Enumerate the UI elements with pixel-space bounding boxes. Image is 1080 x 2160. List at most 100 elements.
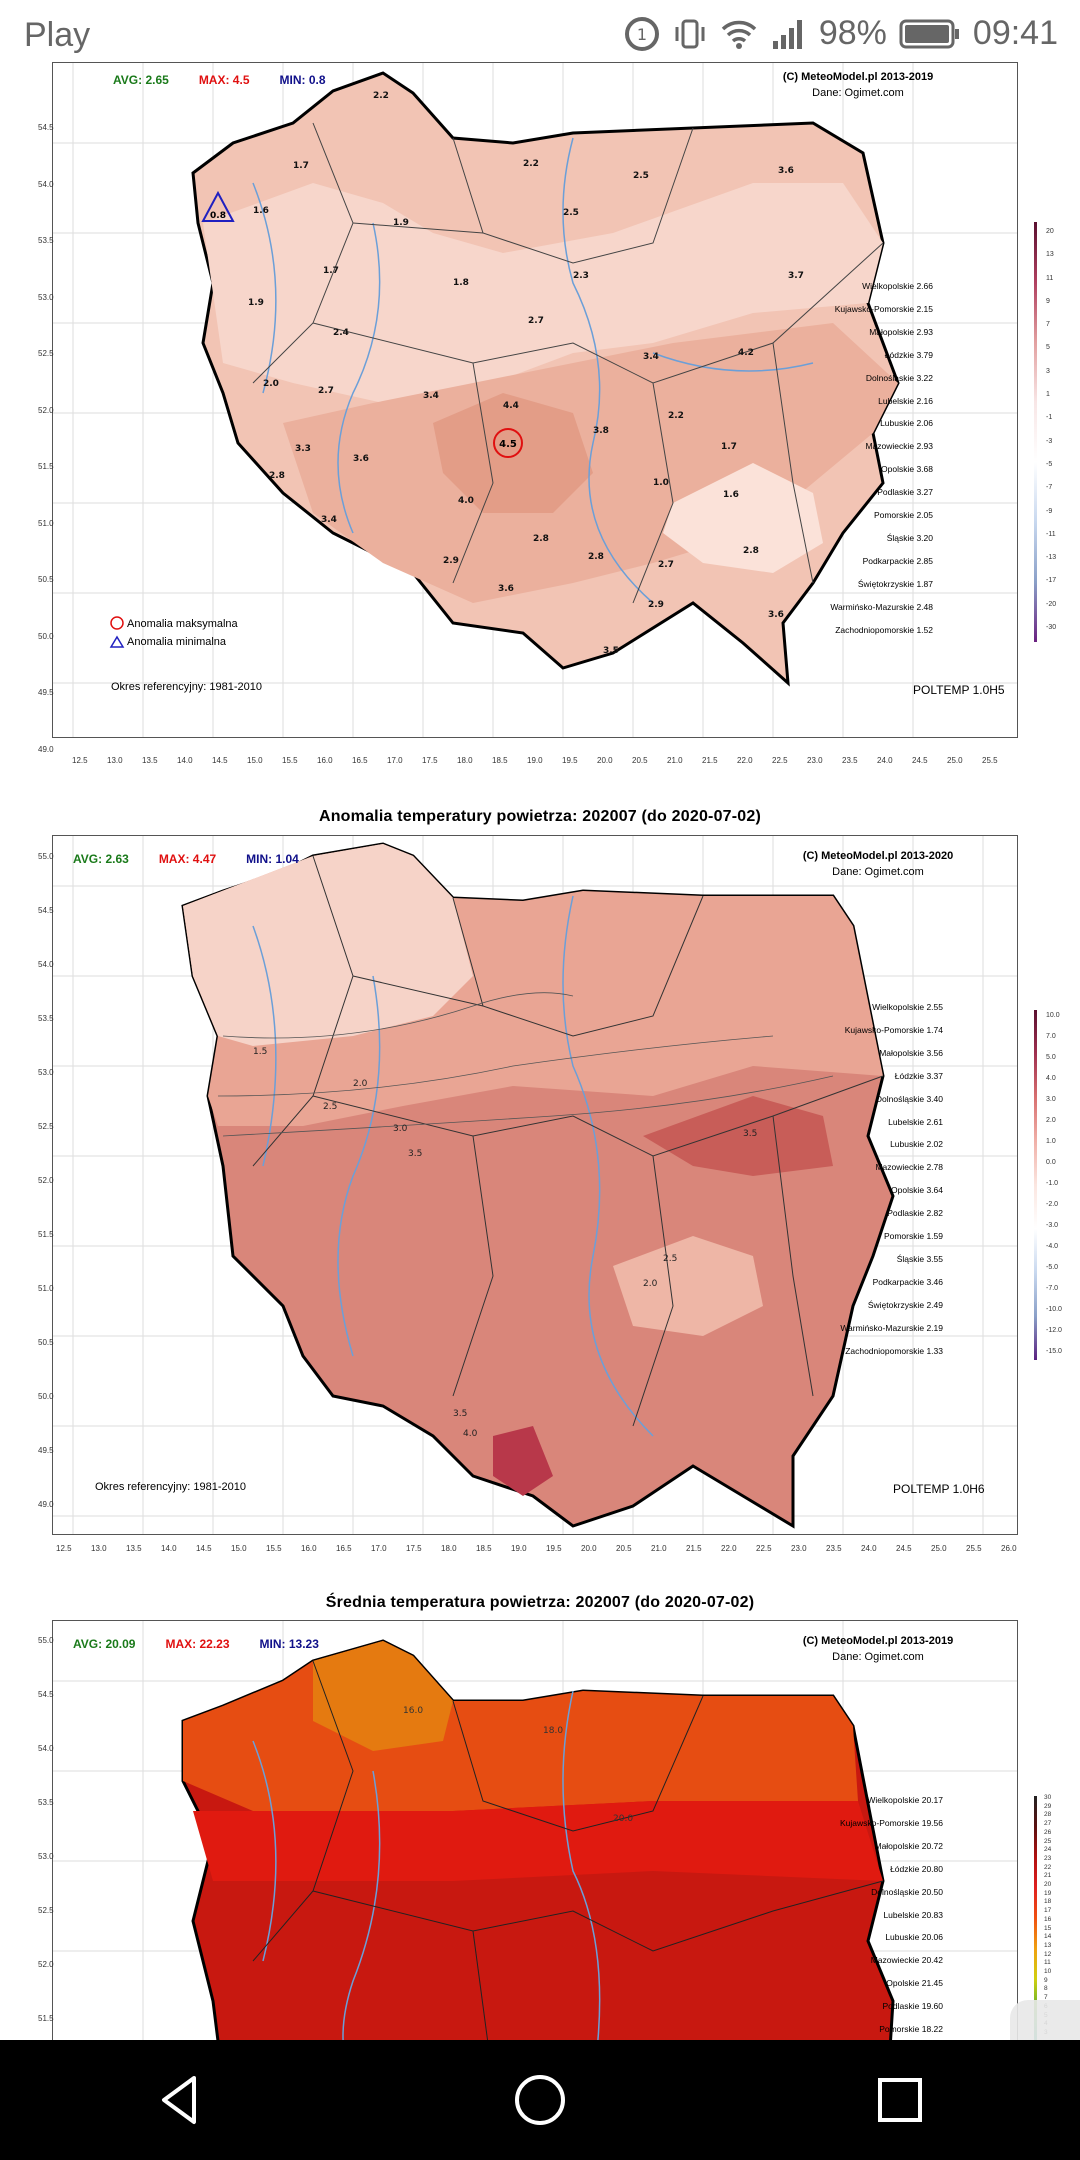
svg-text:2.7: 2.7 [528,316,544,326]
svg-text:16.0: 16.0 [403,1706,423,1716]
svg-text:3.6: 3.6 [778,166,794,176]
min-station-value: 0.8 [210,211,226,221]
battery-icon [899,17,961,51]
svg-text:1.8: 1.8 [453,278,469,288]
max-stat: MAX: 4.47 [158,852,217,866]
svg-text:4.2: 4.2 [738,348,754,358]
svg-text:2.0: 2.0 [263,379,279,389]
navigation-bar [0,2040,1080,2160]
svg-text:1.7: 1.7 [721,442,737,452]
svg-text:3.4: 3.4 [423,391,439,401]
svg-text:2.9: 2.9 [648,600,664,610]
colorbar-strip-1 [1034,222,1037,642]
max-anomaly-marker [493,428,523,458]
poland-anomaly-map-1: 4.5 0.8 2.2 1.7 1.6 1.9 2.2 2.5 3.6 2.5 … [53,63,1017,737]
svg-text:20.0: 20.0 [613,1814,633,1824]
svg-text:1: 1 [637,25,647,44]
svg-text:2.2: 2.2 [668,411,684,421]
svg-text:1.7: 1.7 [323,266,339,276]
svg-text:2.2: 2.2 [523,159,539,169]
colorbar-labels-2: 10.0 7.0 5.0 4.0 3.0 2.0 1.0 0.0 -1.0 -2.0 -3.0 -4.… [1046,1012,1062,1355]
svg-text:1.6: 1.6 [723,490,739,500]
svg-text:3.4: 3.4 [643,352,659,362]
map-title-3: Średnia temperatura powietrza: 202007 (d… [325,1594,755,1611]
svg-text:3.8: 3.8 [593,426,609,436]
copyright-3: (C) MeteoModel.pl 2013-2019 Dane: Ogimet… [802,1635,954,1663]
signal-icon [771,15,807,53]
max-stat: MAX: 4.5 [198,73,250,87]
station-values-1: 2.2 1.7 1.6 1.9 2.2 2.5 3.6 2.5 1.7 1.8 … [248,91,804,656]
min-stat: MIN: 1.04 [246,852,299,866]
back-button[interactable] [150,2070,210,2130]
map-plot-2[interactable]: 1.5 2.0 2.5 3.0 3.5 3.5 2.5 2.0 3.5 4.0 … [52,835,1018,1535]
map-panel-3: Średnia temperatura powietrza: 202007 (d… [0,1580,1080,2040]
svg-text:3.4: 3.4 [321,515,337,525]
svg-text:1.9: 1.9 [248,298,264,308]
svg-text:2.5: 2.5 [663,1254,677,1264]
map-stats-3: AVG: 20.09 MAX: 22.23 MIN: 13.23 [73,1637,319,1651]
home-button[interactable] [510,2070,570,2130]
colorbar-strip-3 [1034,1796,1037,2040]
model-label-2: POLTEMP 1.0H6 [893,1482,985,1496]
svg-text:3.5: 3.5 [603,646,619,656]
svg-text:2.8: 2.8 [533,534,549,544]
min-anomaly-marker [201,190,235,222]
battery-percent: 98% [818,14,887,52]
contour-labels-2: 1.5 2.0 2.5 3.0 3.5 3.5 2.5 2.0 3.5 4.0 [253,1047,757,1439]
region-averages-1: Wielkopolskie 2.66 Kujawsko-Pomorskie 2.1… [830,281,933,635]
data-saver-icon: 1 [623,15,661,53]
svg-text:2.0: 2.0 [643,1279,658,1289]
svg-text:4.4: 4.4 [503,401,519,411]
map-panel-1: 4.5 0.8 2.2 1.7 1.6 1.9 2.2 2.5 3.6 2.5 … [0,62,1080,772]
recents-button[interactable] [870,2070,930,2130]
map-title-2: Anomalia temperatury powietrza: 202007 (… [318,808,762,825]
svg-text:4.0: 4.0 [458,496,474,506]
y-axis-ticks-2: 55.0 54.5 54.0 53.5 53.0 52.5 52.0 51.5 51.0 50.5… [38,852,54,1509]
svg-text:3.0: 3.0 [393,1124,408,1134]
x-axis-ticks-1: 12.5 13.0 13.5 14.0 14.5 15.0 15.5 16.0 16.5 17.0… [72,756,998,765]
colorbar-labels-1: 20 13 11 9 7 5 3 1 -1 -3 -5 -7 -9 -11 -13 -17 -20 -30 [1046,228,1057,632]
avg-stat: AVG: 2.65 [113,73,169,87]
svg-text:2.8: 2.8 [588,552,604,562]
clock: 09:41 [972,14,1058,52]
svg-text:3.5: 3.5 [743,1129,757,1139]
map-plot-3[interactable]: 16.0 18.0 20.0 AVG: 20.09 MAX: 22.23 MIN… [52,1620,1018,2040]
home-circle-icon [515,2075,565,2125]
reference-period-1: Okres referencyjny: 1981-2010 [111,681,263,693]
svg-text:2.2: 2.2 [373,91,389,101]
map-stats-2: AVG: 2.63 MAX: 4.47 MIN: 1.04 [73,852,299,866]
svg-text:3.6: 3.6 [353,454,369,464]
colorbar-labels-3: 30 29 28 27 26 25 24 23 22 21 20 19 18 17 16 15 14 13 12 11… [1044,1794,1052,2036]
status-bar: Play 1 98% 09:41 [0,0,1080,72]
svg-text:1.5: 1.5 [253,1047,267,1057]
svg-text:2.8: 2.8 [743,546,759,556]
svg-text:1.9: 1.9 [393,218,409,228]
svg-text:3.7: 3.7 [788,271,804,281]
avg-stat: AVG: 2.63 [73,852,129,866]
extreme-legend: Anomalia maksymalna Anomalia minimalna [127,618,238,648]
copyright-1: (C) MeteoModel.pl 2013-2019 Dane: Ogimet… [782,71,934,99]
max-anomaly-legend-icon [110,616,124,630]
svg-text:2.3: 2.3 [573,271,589,281]
svg-text:3.6: 3.6 [498,584,514,594]
svg-text:2.0: 2.0 [353,1079,368,1089]
map-panel-2: Anomalia temperatury powietrza: 202007 (… [0,800,1080,1580]
colorbar-strip-2 [1034,1010,1037,1360]
svg-text:2.8: 2.8 [269,471,285,481]
poland-mean-temp-map: 16.0 18.0 20.0 [53,1621,1017,2040]
svg-text:2.7: 2.7 [318,386,334,396]
region-averages-3: Wielkopolskie 20.17 Kujawsko-Pomorskie 19… [840,1795,943,2035]
svg-text:1.6: 1.6 [253,206,269,216]
carrier-label: Play [24,16,91,54]
svg-text:1.0: 1.0 [653,478,669,488]
avg-stat: AVG: 20.09 [73,1637,136,1651]
svg-text:1.7: 1.7 [293,161,309,171]
map-plot-1[interactable]: 4.5 0.8 2.2 1.7 1.6 1.9 2.2 2.5 3.6 2.5 … [52,62,1018,738]
min-stat: MIN: 13.23 [259,1637,319,1651]
scroll-fade [1010,2000,1080,2040]
max-station-value: 4.5 [499,439,517,450]
svg-text:3.5: 3.5 [453,1409,467,1419]
min-anomaly-legend-icon [109,635,125,648]
svg-text:4.0: 4.0 [463,1429,478,1439]
svg-text:3.5: 3.5 [408,1149,422,1159]
